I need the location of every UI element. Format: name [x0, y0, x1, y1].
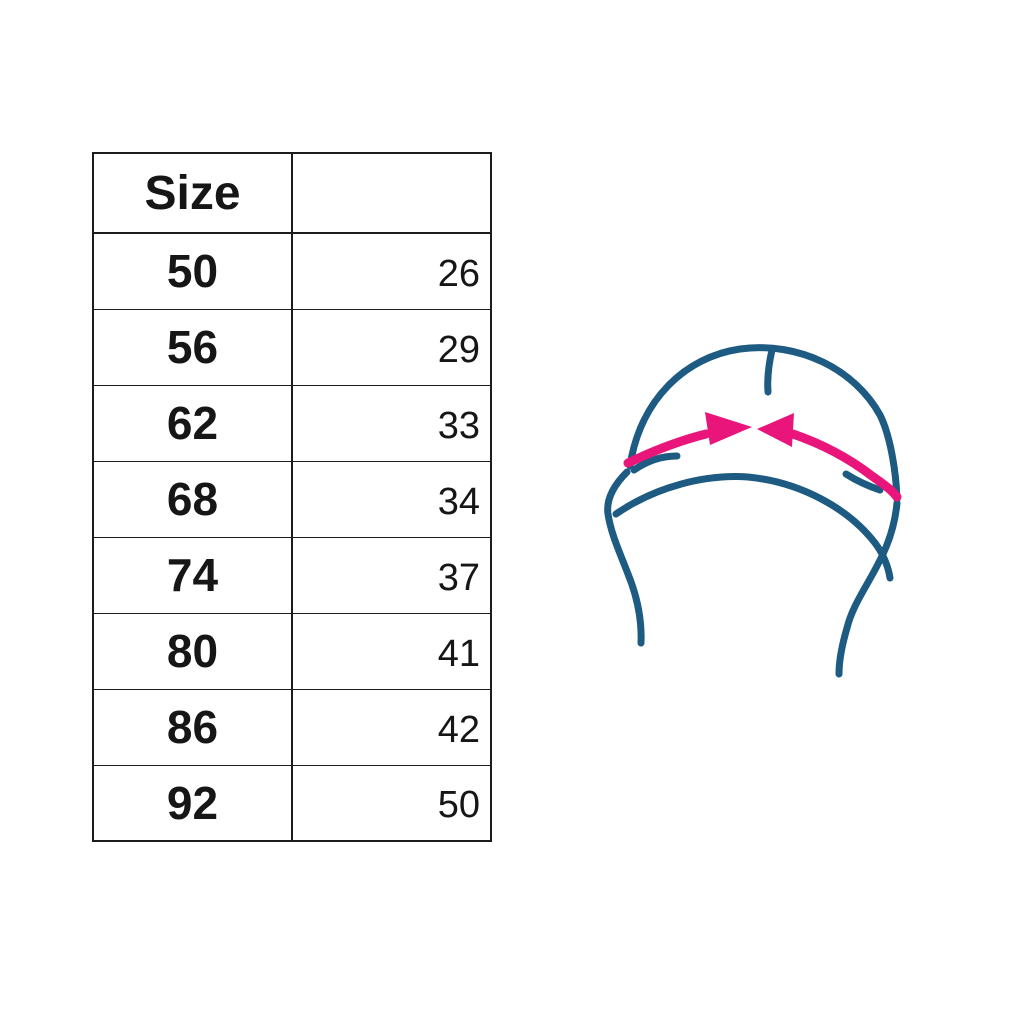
table-header-row: Size — [92, 152, 492, 234]
value-cell: 33 — [291, 384, 492, 462]
table-row: 74 37 — [92, 536, 492, 614]
size-cell: 86 — [92, 688, 293, 766]
size-column-header: Size — [92, 152, 293, 234]
value-cell: 41 — [291, 612, 492, 690]
table-row: 50 26 — [92, 232, 492, 310]
value-cell: 29 — [291, 308, 492, 386]
hat-top-seam-line — [764, 346, 776, 396]
value-cell: 26 — [291, 232, 492, 310]
hat-illustration — [598, 330, 916, 692]
value-cell: 34 — [291, 460, 492, 538]
table-row: 62 33 — [92, 384, 492, 462]
baby-hat-drawing — [604, 344, 902, 678]
hat-right-crease-line — [842, 470, 884, 494]
table-row: 68 34 — [92, 460, 492, 538]
value-column-header — [291, 152, 492, 234]
size-cell: 80 — [92, 612, 293, 690]
hat-brim-outline — [612, 473, 894, 582]
size-cell: 74 — [92, 536, 293, 614]
size-cell: 56 — [92, 308, 293, 386]
right-measure-arrowhead-icon — [757, 413, 794, 447]
value-cell: 37 — [291, 536, 492, 614]
hat-left-crease-line — [630, 452, 681, 474]
table-row: 86 42 — [92, 688, 492, 766]
hat-left-tie-string — [604, 468, 645, 647]
table-row: 80 41 — [92, 612, 492, 690]
size-cell: 68 — [92, 460, 293, 538]
right-measure-arrow-shaft — [788, 429, 902, 502]
size-cell: 92 — [92, 764, 293, 842]
hat-crown-outline — [626, 344, 901, 503]
left-measure-arrow-shaft — [623, 429, 711, 468]
value-cell: 42 — [291, 688, 492, 766]
value-cell: 50 — [291, 764, 492, 842]
left-measure-arrowhead-icon — [705, 412, 752, 445]
size-chart-table: Size 50 26 56 29 62 33 68 34 74 37 80 41 86 42 92 50 — [92, 152, 492, 842]
table-row: 56 29 — [92, 308, 492, 386]
table-row: 92 50 — [92, 764, 492, 842]
size-cell: 62 — [92, 384, 293, 462]
size-table-body: 50 26 56 29 62 33 68 34 74 37 80 41 86 42 92 50 — [92, 232, 492, 842]
size-cell: 50 — [92, 232, 293, 310]
hat-right-tie-string — [835, 499, 901, 678]
